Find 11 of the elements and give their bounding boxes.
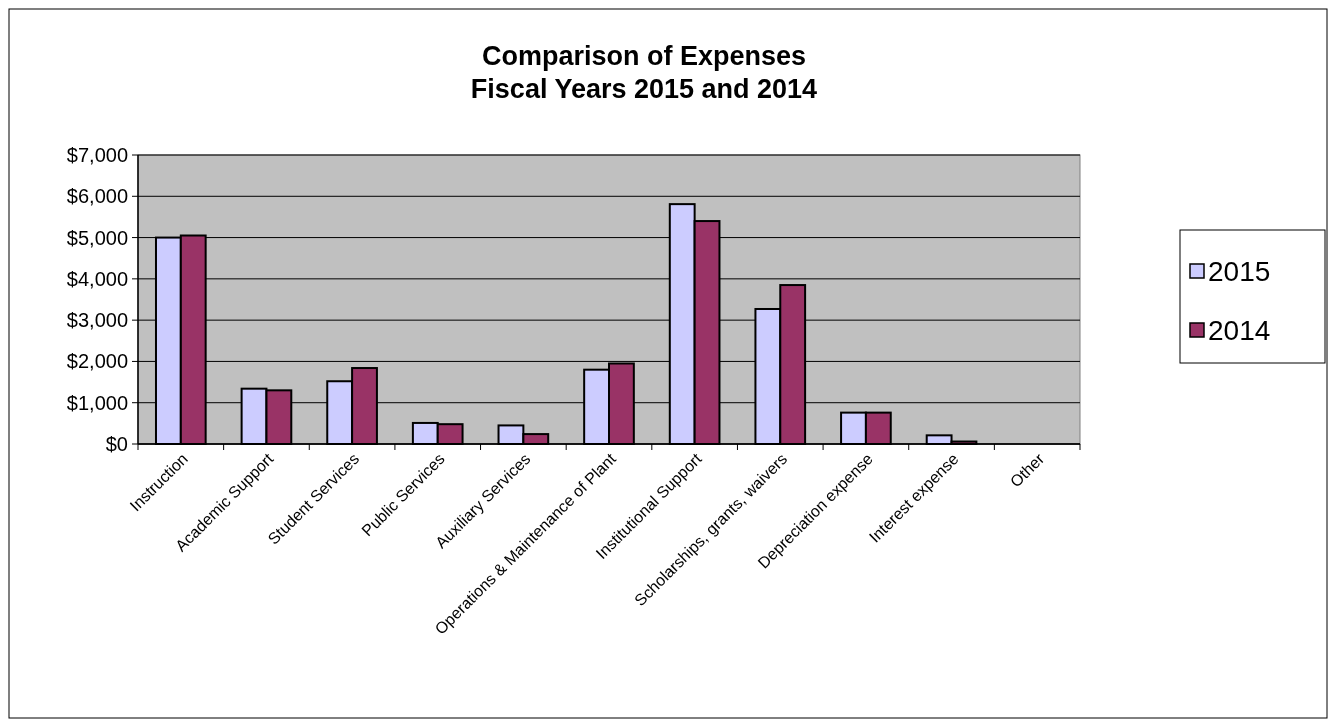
chart-title: Comparison of Expenses Fiscal Years 2015 and 2014 — [470, 41, 818, 104]
y-tick-label: $0 — [105, 433, 128, 455]
y-tick-label: $2,000 — [66, 350, 128, 373]
y-tick-label: $6,000 — [66, 185, 128, 208]
y-tick-label: $1,000 — [66, 391, 128, 414]
legend-label: 2014 — [1208, 314, 1271, 346]
y-tick-label: $7,000 — [66, 144, 128, 166]
y-tick-label: $3,000 — [66, 309, 128, 332]
legend-label: 2015 — [1208, 255, 1271, 287]
y-tick-label: $5,000 — [66, 226, 128, 249]
y-tick-label: $4,000 — [66, 267, 128, 290]
